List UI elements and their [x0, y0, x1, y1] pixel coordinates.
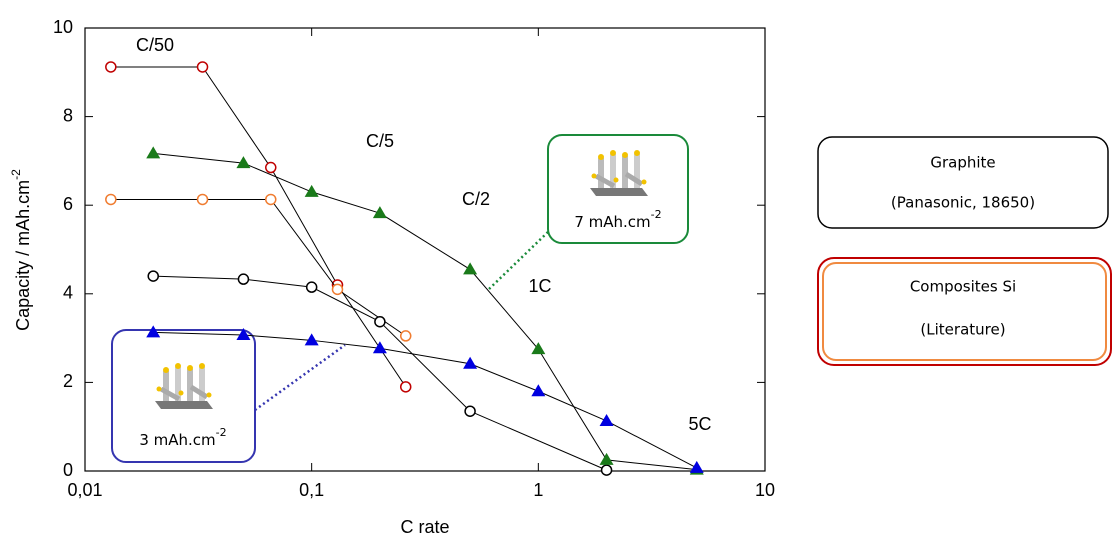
point	[196, 61, 209, 73]
point	[147, 270, 159, 282]
x-tick-label: 0,1	[299, 480, 324, 500]
point	[236, 327, 251, 340]
point	[105, 61, 117, 73]
point	[464, 405, 476, 417]
point	[304, 333, 319, 346]
annotation: 1C	[528, 276, 551, 296]
point	[265, 161, 277, 174]
series-line	[153, 275, 607, 471]
y-axis-label-sup: -2	[9, 169, 23, 180]
point	[305, 281, 318, 293]
point	[372, 341, 387, 354]
point	[599, 413, 614, 426]
point	[463, 262, 478, 275]
point	[689, 460, 704, 473]
series-line	[110, 198, 407, 337]
callout-leader	[487, 231, 549, 291]
legend-text: (Literature)	[920, 321, 1005, 339]
point	[531, 342, 546, 355]
point	[105, 193, 117, 206]
y-tick-label: 0	[63, 460, 73, 480]
callout-text: 7 mAh.cm-2	[574, 208, 661, 231]
point	[146, 146, 161, 159]
point	[237, 273, 250, 285]
point	[399, 381, 412, 393]
annotation: 5C	[688, 414, 711, 434]
point	[236, 156, 251, 169]
point	[304, 184, 319, 197]
plot-frame	[84, 27, 766, 472]
series-line	[153, 331, 697, 469]
y-tick-label: 2	[63, 371, 73, 391]
point	[399, 330, 412, 342]
x-tick-label: 0,01	[67, 480, 102, 500]
callout-text-main: 7 mAh.cm	[574, 213, 650, 231]
y-tick-label: 8	[63, 105, 73, 125]
annotation: C/2	[462, 189, 490, 209]
y-axis-label-text: Capacity / mAh.cm	[13, 180, 33, 331]
y-tick-label: 4	[63, 283, 73, 303]
callout-text: 3 mAh.cm-2	[139, 426, 226, 449]
x-tick-label: 1	[533, 480, 543, 500]
x-axis-label: C rate	[400, 517, 449, 537]
point	[265, 193, 277, 206]
legend-text: Graphite	[930, 154, 995, 172]
y-tick-label: 10	[53, 17, 73, 37]
point	[531, 384, 546, 397]
callout-box	[111, 329, 256, 463]
point	[600, 464, 613, 476]
annotation: C/5	[366, 131, 394, 151]
callout-leader	[254, 343, 346, 412]
point	[463, 356, 478, 369]
series-line	[153, 152, 697, 471]
y-tick-label: 6	[63, 194, 73, 214]
legend-box	[817, 136, 1109, 229]
point	[374, 315, 386, 328]
annotation: C/50	[136, 35, 174, 55]
point	[196, 193, 209, 206]
y-axis-label: Capacity / mAh.cm-2	[9, 169, 33, 331]
point	[331, 283, 344, 296]
point	[599, 452, 614, 465]
point	[372, 206, 387, 219]
callout-text-sup: -2	[216, 426, 227, 439]
callout-text-main: 3 mAh.cm	[139, 431, 215, 449]
callout-text-sup: -2	[651, 208, 662, 221]
legend-text: (Panasonic, 18650)	[891, 194, 1035, 212]
x-tick-label: 10	[755, 480, 775, 500]
point	[146, 325, 161, 338]
legend-box-inner	[822, 262, 1107, 361]
legend-text: Composites Si	[910, 278, 1016, 296]
